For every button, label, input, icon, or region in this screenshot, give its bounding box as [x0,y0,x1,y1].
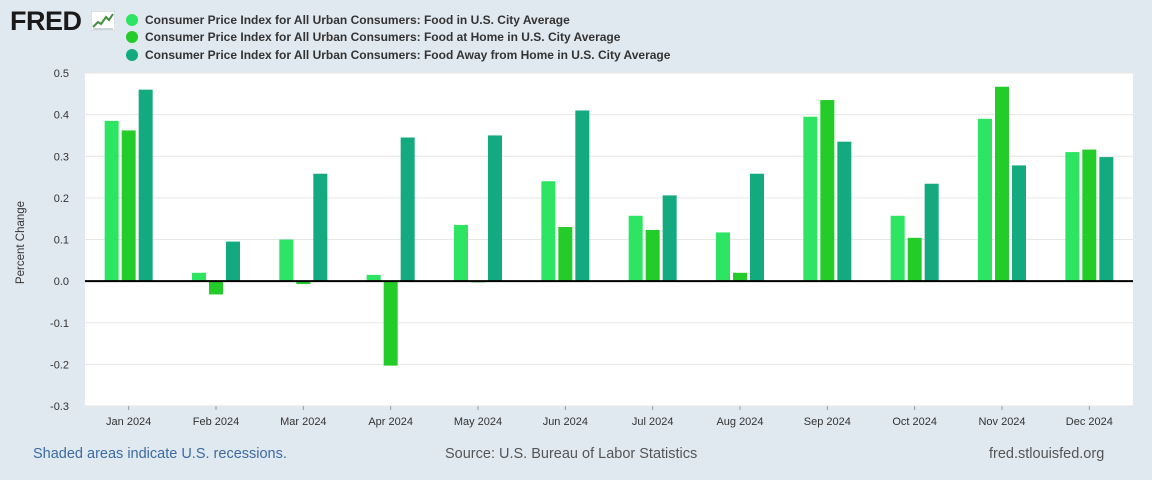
y-tick-label: 0.3 [54,151,69,163]
y-tick-label: 0.0 [54,276,69,288]
bar-food-away[interactable] [924,183,939,282]
bar-food-away[interactable] [575,110,590,282]
legend-label-food: Consumer Price Index for All Urban Consu… [145,12,570,27]
x-tick-label: Jul 2024 [632,416,674,428]
bar-food-at-home[interactable] [820,100,835,282]
bar-food[interactable] [716,232,730,282]
bar-food[interactable] [366,274,381,282]
bar-food[interactable] [1065,152,1080,282]
bar-food-away[interactable] [837,141,852,282]
bar-food-at-home[interactable] [383,281,398,366]
legend-swatch-food-at-home [126,31,138,44]
x-tick-label: Dec 2024 [1066,416,1113,428]
x-tick-label: Nov 2024 [978,416,1025,428]
legend-swatch-food-away [126,48,138,61]
bar-food-at-home[interactable] [1082,149,1097,282]
bar-food[interactable] [803,116,818,282]
bar-food-at-home[interactable] [733,272,747,282]
y-tick-label: -0.3 [50,401,69,413]
bar-food-away[interactable] [750,173,764,282]
bar-food-at-home[interactable] [121,130,136,282]
bar-food-away[interactable] [400,137,415,282]
bar-food-away[interactable] [488,135,502,282]
y-tick-label: -0.1 [50,318,69,330]
x-tick-label: Sep 2024 [804,416,851,428]
x-tick-label: Jun 2024 [543,416,588,428]
bar-food-at-home[interactable] [209,281,223,295]
bar-food[interactable] [104,120,119,282]
bar-food[interactable] [978,118,992,282]
legend-item-food-at-home[interactable]: Consumer Price Index for All Urban Consu… [126,29,670,47]
x-tick-label: Oct 2024 [892,416,937,428]
bar-food-away[interactable] [1012,165,1026,282]
bar-food-at-home[interactable] [558,227,573,282]
bar-food[interactable] [454,224,468,282]
y-tick-label: -0.2 [50,359,69,371]
y-tick-label: 0.5 [54,68,69,80]
chart-legend: Consumer Price Index for All Urban Consu… [126,11,670,64]
bar-food[interactable] [192,272,206,282]
bar-food-away[interactable] [226,241,240,282]
bar-food-away[interactable] [313,173,328,282]
site-url[interactable]: fred.stlouisfed.org [989,446,1105,462]
y-tick-label: 0.4 [54,110,69,122]
bar-food-away[interactable] [662,195,677,282]
bar-food-away[interactable] [1099,157,1114,282]
bar-chart: 0.5 0.4 0.3 0.2 0.1 0.0 -0.1 -0.2 -0.3 Percent Ch… [15,68,1133,428]
y-axis-label: Percent Change [15,201,27,284]
bar-food[interactable] [628,215,643,282]
bar-food-away[interactable] [138,89,153,282]
bar-food[interactable] [890,215,905,282]
line-chart-icon [91,11,115,31]
legend-swatch-food [126,13,138,26]
legend-label-food-away: Consumer Price Index for All Urban Consu… [145,47,671,62]
x-tick-label: Mar 2024 [280,416,326,428]
legend-label-food-at-home: Consumer Price Index for All Urban Consu… [145,30,621,45]
legend-item-food-away[interactable]: Consumer Price Index for All Urban Consu… [126,46,670,64]
bar-food-at-home[interactable] [296,281,311,285]
bar-food[interactable] [541,181,556,282]
x-tick-label: May 2024 [454,416,502,428]
x-tick-label: Aug 2024 [716,416,763,428]
bar-food-at-home[interactable] [907,237,922,282]
bar-food-at-home[interactable] [995,86,1009,282]
bar-food-at-home[interactable] [645,229,660,282]
y-tick-label: 0.2 [54,193,69,205]
x-tick-label: Apr 2024 [368,416,413,428]
source-note: Source: U.S. Bureau of Labor Statistics [445,446,698,462]
fred-logo[interactable]: FRED [10,6,82,36]
x-tick-label: Jan 2024 [106,416,151,428]
bar-food[interactable] [279,239,294,282]
recession-note[interactable]: Shaded areas indicate U.S. recessions. [33,446,287,462]
x-tick-label: Feb 2024 [193,416,239,428]
y-tick-label: 0.1 [54,235,69,247]
legend-item-food[interactable]: Consumer Price Index for All Urban Consu… [126,11,670,29]
